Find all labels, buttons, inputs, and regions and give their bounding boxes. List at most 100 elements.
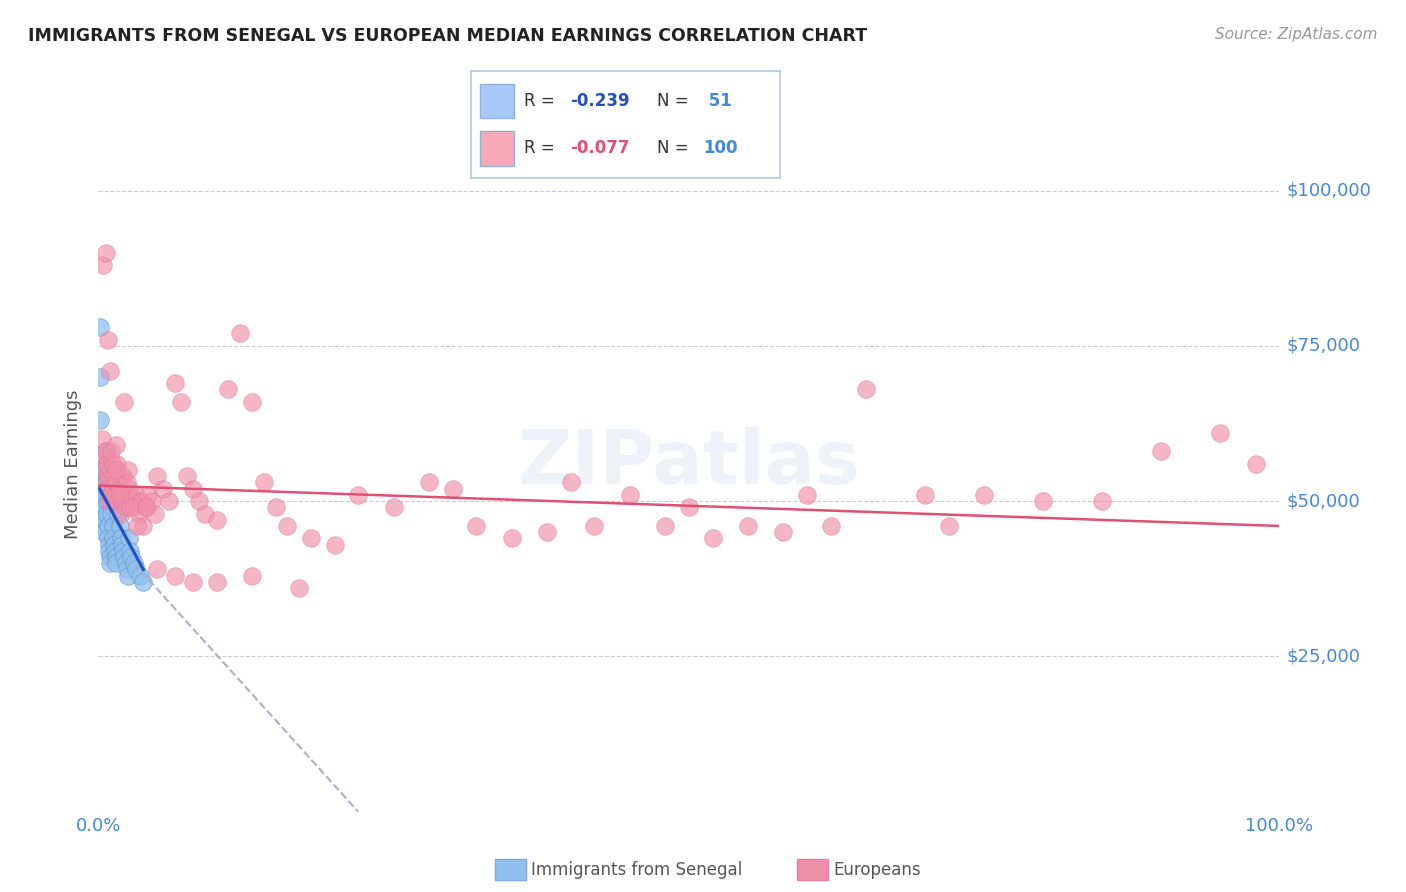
Point bbox=[299, 532, 322, 546]
Point bbox=[105, 463, 128, 477]
Point bbox=[98, 463, 121, 477]
Point bbox=[141, 494, 163, 508]
Point bbox=[120, 500, 142, 515]
Point bbox=[111, 538, 134, 552]
Point bbox=[110, 507, 132, 521]
Point bbox=[115, 562, 138, 576]
Point bbox=[501, 532, 523, 546]
Point bbox=[91, 519, 114, 533]
Point bbox=[702, 532, 724, 546]
Text: $75,000: $75,000 bbox=[1286, 337, 1361, 355]
Point bbox=[1091, 494, 1114, 508]
Point bbox=[97, 333, 120, 347]
Point bbox=[619, 488, 641, 502]
Point bbox=[96, 507, 118, 521]
Text: R =: R = bbox=[523, 93, 560, 111]
Text: R =: R = bbox=[523, 139, 560, 157]
Point bbox=[105, 556, 128, 570]
Point bbox=[97, 469, 120, 483]
Point bbox=[98, 494, 121, 508]
Point bbox=[91, 258, 114, 272]
Point bbox=[94, 444, 117, 458]
Point bbox=[89, 413, 111, 427]
Point bbox=[229, 326, 252, 341]
Point bbox=[93, 513, 115, 527]
Point bbox=[91, 507, 114, 521]
Point bbox=[103, 538, 125, 552]
Point bbox=[89, 320, 111, 334]
Point bbox=[110, 532, 132, 546]
Point bbox=[187, 494, 209, 508]
Point bbox=[120, 488, 142, 502]
Text: IMMIGRANTS FROM SENEGAL VS EUROPEAN MEDIAN EARNINGS CORRELATION CHART: IMMIGRANTS FROM SENEGAL VS EUROPEAN MEDI… bbox=[28, 27, 868, 45]
Point bbox=[98, 549, 121, 564]
Point bbox=[125, 562, 148, 576]
Point bbox=[560, 475, 582, 490]
Point bbox=[105, 475, 128, 490]
Point bbox=[240, 568, 263, 582]
Point bbox=[820, 519, 842, 533]
Point bbox=[122, 500, 145, 515]
Point bbox=[120, 543, 142, 558]
Point bbox=[100, 444, 122, 458]
Point bbox=[91, 475, 114, 490]
Point bbox=[105, 438, 128, 452]
Point bbox=[1244, 457, 1267, 471]
Point bbox=[94, 444, 117, 458]
Text: 100: 100 bbox=[703, 139, 738, 157]
Point bbox=[112, 488, 135, 502]
Point bbox=[101, 532, 124, 546]
Point bbox=[96, 475, 118, 490]
Point bbox=[98, 538, 121, 552]
Point bbox=[107, 494, 129, 508]
Point bbox=[973, 488, 995, 502]
Point bbox=[114, 500, 136, 515]
Point bbox=[152, 482, 174, 496]
Point bbox=[91, 494, 114, 508]
Text: -0.077: -0.077 bbox=[569, 139, 630, 157]
Point bbox=[136, 488, 159, 502]
Point bbox=[121, 549, 143, 564]
Point bbox=[91, 432, 114, 446]
Point bbox=[108, 519, 131, 533]
Point bbox=[117, 463, 139, 477]
Point bbox=[654, 519, 676, 533]
Point bbox=[181, 574, 204, 589]
Point bbox=[536, 525, 558, 540]
Point bbox=[323, 538, 346, 552]
Point bbox=[98, 543, 121, 558]
Point bbox=[94, 245, 117, 260]
Point bbox=[128, 507, 150, 521]
Point bbox=[96, 494, 118, 508]
Point bbox=[105, 494, 128, 508]
Point bbox=[1209, 425, 1232, 440]
Point bbox=[93, 463, 115, 477]
Point bbox=[135, 500, 157, 515]
Point bbox=[418, 475, 440, 490]
Point bbox=[194, 507, 217, 521]
Point bbox=[105, 457, 128, 471]
Point bbox=[91, 450, 114, 465]
Bar bbox=[481, 84, 515, 119]
Point bbox=[772, 525, 794, 540]
Point bbox=[112, 549, 135, 564]
Point bbox=[97, 519, 120, 533]
Point bbox=[465, 519, 488, 533]
Point bbox=[112, 543, 135, 558]
Point bbox=[93, 500, 115, 515]
Point bbox=[121, 494, 143, 508]
Point bbox=[108, 482, 131, 496]
Point bbox=[118, 532, 141, 546]
Point bbox=[93, 525, 115, 540]
Point bbox=[583, 519, 606, 533]
Point bbox=[132, 574, 155, 589]
Point bbox=[101, 519, 124, 533]
Point bbox=[101, 457, 124, 471]
Point bbox=[129, 494, 152, 508]
Text: Europeans: Europeans bbox=[834, 861, 921, 879]
Point bbox=[111, 494, 134, 508]
Point bbox=[112, 394, 135, 409]
Point bbox=[157, 494, 180, 508]
Text: $25,000: $25,000 bbox=[1286, 648, 1361, 665]
Point bbox=[104, 543, 127, 558]
